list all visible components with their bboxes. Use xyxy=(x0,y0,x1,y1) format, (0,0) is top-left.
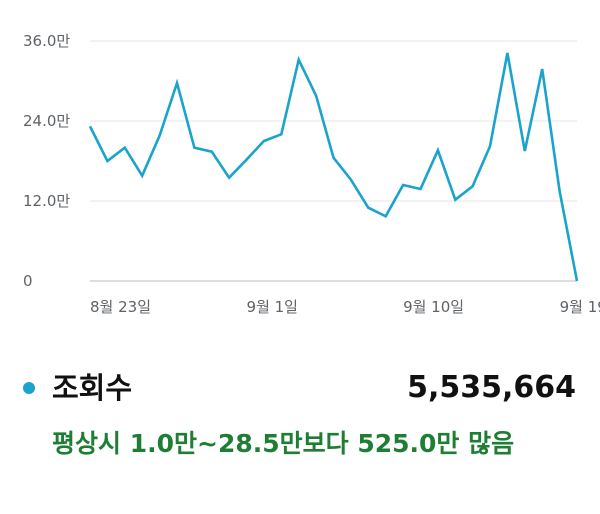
y-tick-label: 36.0만 xyxy=(23,32,70,50)
metric-value: 5,535,664 xyxy=(407,370,576,405)
comparison-text: 평상시 1.0만~28.5만보다 525.0만 많음 xyxy=(52,429,515,458)
x-tick-label: 9월 1일 xyxy=(247,298,298,316)
metric-label: 조회수 xyxy=(52,371,133,405)
series-dot-icon xyxy=(23,382,35,394)
views-line-chart: 0 12.0만 24.0만 36.0만 8월 23일 9월 1일 9월 10일 9월 19일 xyxy=(23,32,600,316)
series-layer xyxy=(88,52,579,282)
grid-layer xyxy=(90,40,577,282)
series-line xyxy=(88,52,579,282)
x-tick-label: 9월 19일 xyxy=(560,298,600,316)
x-tick-label: 9월 10일 xyxy=(403,298,464,316)
x-tick-label: 8월 23일 xyxy=(90,298,151,316)
y-tick-label: 12.0만 xyxy=(23,192,70,210)
metric-row: 조회수 5,535,664 xyxy=(0,366,600,410)
y-tick-label: 0 xyxy=(23,272,33,290)
y-tick-label: 24.0만 xyxy=(23,112,70,130)
y-axis-labels: 0 12.0만 24.0만 36.0만 xyxy=(23,32,70,290)
x-axis-labels: 8월 23일 9월 1일 9월 10일 9월 19일 xyxy=(90,298,600,316)
